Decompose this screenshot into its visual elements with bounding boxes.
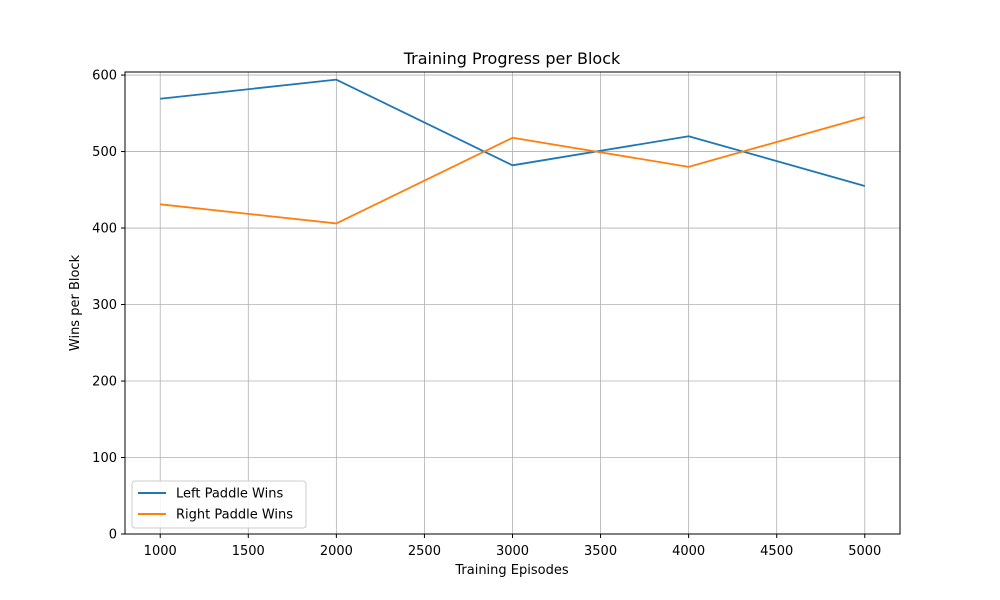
series-line-right-paddle-wins [160,116,866,225]
x-tick-label: 1500 [232,544,265,559]
legend-label-right-paddle: Right Paddle Wins [176,508,293,523]
y-axis-ticks: 0 100 200 300 400 500 600 [92,69,125,543]
y-tick-label: 600 [92,69,117,84]
y-axis-label: Wins per Block [68,254,83,351]
y-tick-label: 300 [92,298,117,313]
chart-title: Training Progress per Block [403,49,621,68]
y-tick-label: 400 [92,222,117,237]
legend-label-left-paddle: Left Paddle Wins [176,487,283,502]
x-tick-label: 2000 [320,544,353,559]
y-tick-label: 500 [92,145,117,160]
series-lines [160,78,866,225]
x-tick-label: 3500 [584,544,617,559]
y-tick-label: 200 [92,375,117,390]
x-tick-label: 3000 [496,544,529,559]
series-line-left-paddle-wins [160,78,866,187]
legend: Left Paddle Wins Right Paddle Wins [131,480,307,529]
legend-box [131,480,307,529]
x-tick-label: 4500 [760,544,793,559]
x-tick-label: 4000 [672,544,705,559]
x-tick-label: 2500 [408,544,441,559]
y-tick-label: 0 [109,528,117,543]
y-tick-label: 100 [92,451,117,466]
x-axis-label: Training Episodes [454,563,568,578]
x-axis-ticks: 1000 1500 2000 2500 3000 3500 4000 4500 5000 [144,534,881,559]
grid-lines [125,72,900,535]
x-tick-label: 5000 [848,544,881,559]
x-tick-label: 1000 [144,544,177,559]
